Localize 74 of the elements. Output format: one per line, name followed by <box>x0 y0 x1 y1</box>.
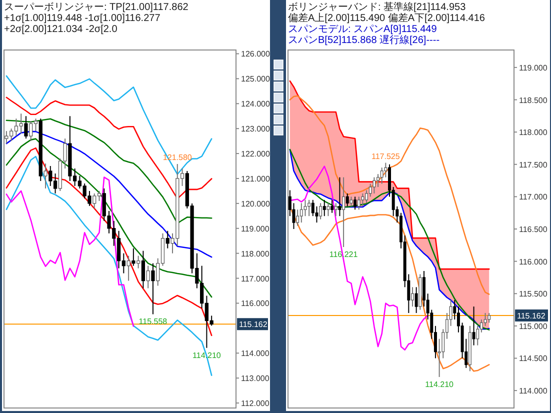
line-series <box>6 176 134 327</box>
candlestick <box>319 202 322 220</box>
candlestick <box>322 199 326 217</box>
y-tick-label: 113.000 <box>241 374 270 384</box>
y-tick-label: 114.000 <box>519 386 548 396</box>
candlestick <box>151 262 155 315</box>
line-series <box>289 95 490 295</box>
candlestick <box>357 196 360 210</box>
candlestick <box>410 286 414 308</box>
candlestick <box>472 306 476 346</box>
candlestick <box>476 325 480 346</box>
y-tick-label: 123.000 <box>241 124 270 134</box>
y-tick-label: 119.000 <box>241 224 270 234</box>
y-tick-label: 118.000 <box>519 128 548 138</box>
y-tick-label: 115.000 <box>519 322 548 331</box>
candlestick <box>338 176 342 217</box>
candlestick <box>296 209 300 226</box>
candlestick <box>372 176 376 194</box>
candlestick <box>484 312 487 326</box>
candlestick <box>365 190 368 204</box>
line-series <box>289 80 490 270</box>
candlestick <box>334 202 338 217</box>
line-series <box>6 75 212 175</box>
candlestick <box>126 255 130 282</box>
y-tick-label: 121.000 <box>241 174 270 184</box>
candlestick <box>300 202 303 224</box>
y-tick-label: 120.000 <box>241 199 270 208</box>
y-tick-label: 117.000 <box>241 274 270 284</box>
candlestick <box>132 248 136 266</box>
y-tick-label: 112.000 <box>241 399 270 408</box>
candlestick <box>376 174 380 188</box>
y-tick-label: 114.500 <box>519 354 548 364</box>
candlestick <box>354 196 357 210</box>
y-tick-label: 117.000 <box>519 192 548 202</box>
y-tick-label: 119.000 <box>519 63 548 72</box>
chart-title: ボリンジャーバンド: 基準線[21]114.953 偏差A上[2.00]115.490 偏差A下[2.00]114.416 <box>288 1 486 24</box>
ref-line-label: 115.162 <box>517 311 546 320</box>
y-tick-label: 126.000 <box>241 50 270 59</box>
y-tick-label: 118.500 <box>519 96 548 105</box>
candlestick <box>44 163 48 189</box>
annotation: 117.525 <box>372 152 400 161</box>
candlestick <box>488 312 491 324</box>
candlestick <box>326 202 330 217</box>
y-tick-label: 122.000 <box>241 150 270 159</box>
line-series <box>6 118 212 224</box>
y-tick-label: 125.000 <box>241 74 270 84</box>
chart-title: スーパーボリンジャー: TP[21.00]117.862 +1σ[1.00]119.448 -1σ[1.00]116.277 +2σ[2.00]121.034 -2σ[2.0 <box>4 2 189 35</box>
y-tick-label: 116.000 <box>519 257 548 266</box>
candlestick <box>166 230 170 249</box>
y-tick-label: 114.000 <box>241 349 270 358</box>
candlestick <box>342 176 346 248</box>
y-tick-label: 115.500 <box>519 290 548 299</box>
y-tick-label: 116.000 <box>241 299 270 308</box>
candlestick <box>350 196 353 207</box>
candlestick <box>414 286 418 314</box>
line-series <box>289 166 428 350</box>
candlestick <box>346 192 349 207</box>
ref-line-label: 115.162 <box>239 320 268 330</box>
candlestick <box>146 265 150 289</box>
line-series <box>6 96 212 200</box>
annotation: 114.210 <box>425 380 454 389</box>
line-series <box>6 147 212 336</box>
candlestick <box>308 199 311 217</box>
candlestick <box>380 167 384 184</box>
y-tick-label: 117.500 <box>519 160 548 170</box>
candlestick <box>330 199 334 214</box>
candlestick <box>141 250 146 289</box>
y-tick-label: 118.000 <box>241 249 270 258</box>
candlestick <box>361 192 364 207</box>
y-tick-label: 124.000 <box>241 100 270 109</box>
candlestick <box>24 116 28 140</box>
candlestick <box>136 255 140 269</box>
chart-subtitle: スパンモデル: スパンA[9]115.449 スパンB[52]115.868 遅行線[26]---- <box>288 24 440 46</box>
y-tick-label: 116.500 <box>519 225 548 234</box>
